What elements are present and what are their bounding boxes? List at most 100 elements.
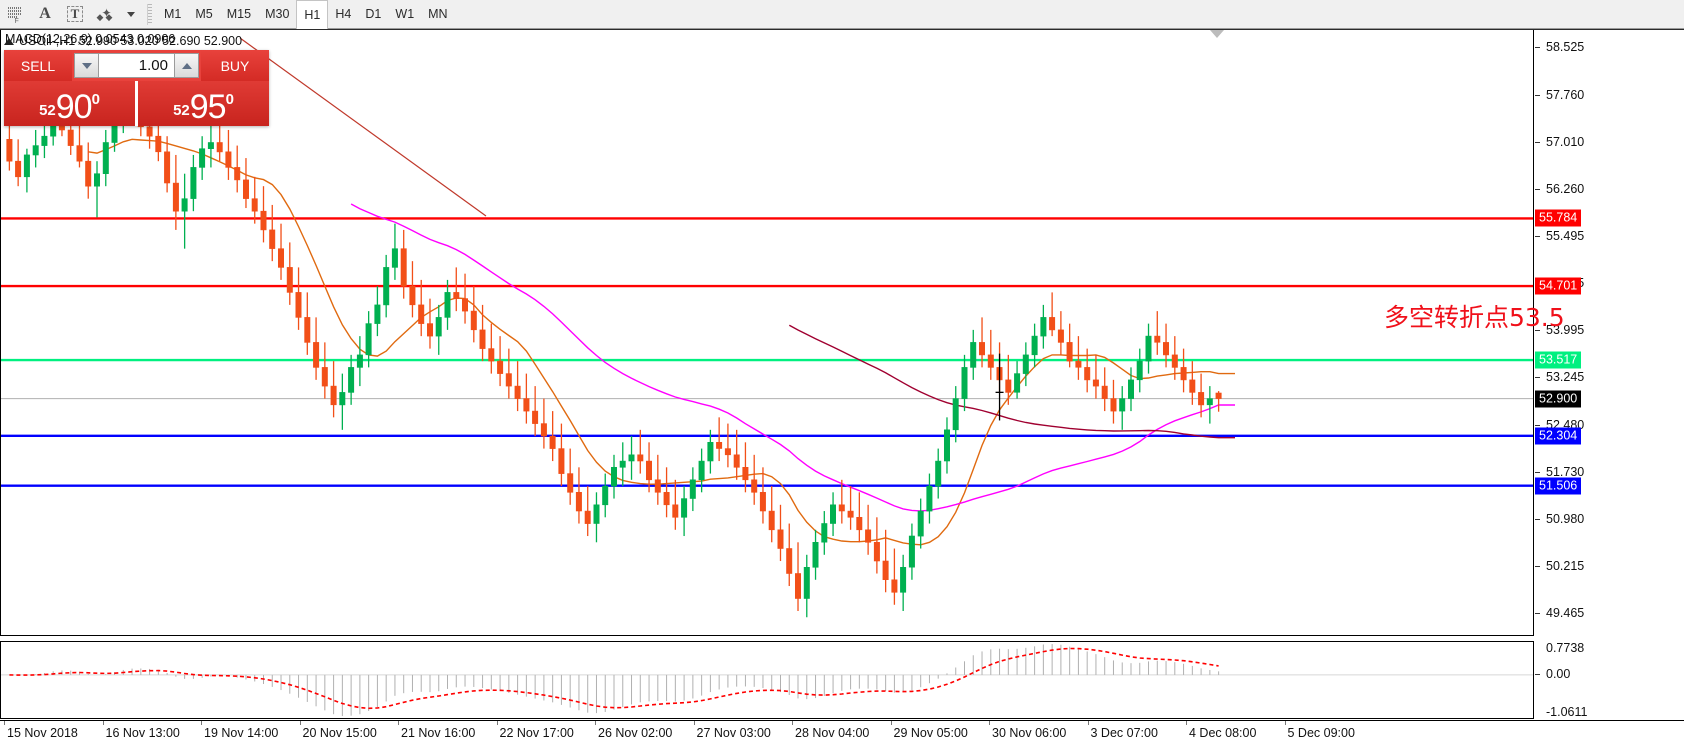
time-axis-label: 26 Nov 02:00 <box>598 726 673 740</box>
timeframe-m1[interactable]: M1 <box>164 7 182 21</box>
volume-decrease-button[interactable] <box>74 53 99 78</box>
price-axis-label: 51.730 <box>1546 464 1585 479</box>
price-axis-badge-current-price[interactable]: 52.900 <box>1535 390 1582 408</box>
price-axis-badge-resistance-level-2[interactable]: 54.701 <box>1535 277 1582 295</box>
price-axis-badge-resistance-level-1[interactable]: 55.784 <box>1535 209 1582 227</box>
macd-axis-tick <box>1535 673 1540 675</box>
objects-icon-glyph: ✦ ◆ ◆ <box>96 5 113 22</box>
sell-price[interactable]: 52 90 0 <box>4 81 135 126</box>
time-axis-tick <box>890 721 892 725</box>
annotation-text: 多空转折点53.5 <box>1384 303 1565 332</box>
toolbar-separator <box>147 3 152 25</box>
volume-stepper[interactable]: 1.00 <box>72 50 201 81</box>
sell-button[interactable]: SELL <box>4 50 72 81</box>
time-axis-tick <box>693 721 695 725</box>
price-axis-label: 53.995 <box>1546 323 1585 338</box>
sell-price-prefix: 52 <box>39 102 56 119</box>
buy-button[interactable]: BUY <box>201 50 269 81</box>
caret-down-icon <box>81 62 92 69</box>
objects-dropdown-icon[interactable] <box>120 1 142 27</box>
price-axis-label: 57.760 <box>1546 87 1585 102</box>
time-axis-label: 27 Nov 03:00 <box>696 726 771 740</box>
time-axis-tick <box>989 721 990 725</box>
price-axis-tick <box>1535 141 1540 143</box>
buy-price-big: 95 <box>189 88 227 126</box>
price-axis-tick <box>1535 377 1540 379</box>
macd-pane[interactable] <box>0 641 1534 719</box>
price-axis-label: 50.215 <box>1546 559 1585 574</box>
time-axis-tick <box>1186 721 1187 725</box>
symbol-info-text: USOil-,H1 52.990 53.020 52.690 52.900 <box>19 34 243 48</box>
templates-icon-label: F <box>14 18 19 25</box>
sell-price-superscript: 0 <box>91 91 100 108</box>
time-axis-label: 20 Nov 15:00 <box>302 726 377 740</box>
timeframe-d1[interactable]: D1 <box>365 7 382 21</box>
price-axis-tick <box>1535 518 1540 520</box>
buy-price[interactable]: 52 95 0 <box>135 81 269 126</box>
time-axis[interactable]: 15 Nov 2018 16 Nov 13:00 19 Nov 14:00 20 No… <box>0 720 1684 751</box>
chart-toolbar: F A T ✦ ◆ ◆ M1 M5 M15 M30 H1 H4 D1 W1 MN <box>0 0 1684 29</box>
price-axis-tick <box>1535 330 1540 332</box>
price-axis-badge-support-level-2[interactable]: 51.506 <box>1535 477 1582 495</box>
caret-up-icon <box>181 62 192 69</box>
volume-increase-button[interactable] <box>174 53 199 78</box>
time-axis-label: 30 Nov 06:00 <box>992 726 1067 740</box>
timeframe-m5[interactable]: M5 <box>195 7 213 21</box>
price-axis-label: 58.525 <box>1546 40 1585 55</box>
price-axis-badge-pivot-level[interactable]: 53.517 <box>1535 351 1582 369</box>
time-axis-label: 5 Dec 09:00 <box>1287 726 1355 740</box>
price-axis-tick <box>1535 47 1540 49</box>
text-label-icon[interactable]: A <box>30 1 60 27</box>
time-axis-tick <box>595 721 596 725</box>
buy-price-prefix: 52 <box>173 102 190 119</box>
chevron-down-icon <box>127 11 135 17</box>
price-axis-badge-support-level-1[interactable]: 52.304 <box>1535 427 1582 445</box>
symbol-info-bar: USOil-,H1 52.990 53.020 52.690 52.900 <box>4 34 242 48</box>
timeframe-mn[interactable]: MN <box>428 7 448 21</box>
text-box-icon[interactable]: T <box>60 1 90 27</box>
timeframe-h4[interactable]: H4 <box>335 7 352 21</box>
macd-chart-canvas <box>1 644 1533 717</box>
time-axis-tick <box>496 721 498 725</box>
price-axis-label: 49.465 <box>1546 606 1585 621</box>
price-axis-tick <box>1535 424 1540 426</box>
timeframe-m30[interactable]: M30 <box>265 7 290 21</box>
time-axis-label: 15 Nov 2018 <box>7 726 78 740</box>
collapse-triangle-icon[interactable] <box>4 37 14 45</box>
macd-axis-label: 0.7738 <box>1546 641 1585 655</box>
time-axis-label: 4 Dec 08:00 <box>1189 726 1257 740</box>
price-axis-label: 56.260 <box>1546 181 1585 196</box>
price-axis-tick <box>1535 188 1540 190</box>
price-axis-label: 55.495 <box>1546 229 1585 244</box>
time-axis-label: 19 Nov 14:00 <box>204 726 279 740</box>
templates-icon[interactable]: F <box>0 1 30 27</box>
timeframe-m15[interactable]: M15 <box>226 7 252 21</box>
time-axis-label: 22 Nov 17:00 <box>499 726 574 740</box>
price-axis[interactable]: 58.52557.76057.01056.26055.49554.74553.9… <box>1534 30 1684 719</box>
timeframe-w1[interactable]: W1 <box>395 7 415 21</box>
oct-price-row: 52 90 0 52 95 0 <box>4 81 269 126</box>
macd-indicator-label: MACD(12,26,9) 0.0543 0.0906 <box>5 32 176 46</box>
time-axis-tick <box>398 721 399 725</box>
time-axis-tick <box>792 721 793 725</box>
buy-price-superscript: 0 <box>225 91 234 108</box>
text-box-icon-glyph: T <box>66 6 84 22</box>
time-axis-tick <box>201 721 202 725</box>
price-axis-tick <box>1535 613 1540 615</box>
price-axis-tick <box>1535 94 1540 96</box>
timeframe-h1[interactable]: H1 <box>296 0 329 29</box>
scroll-end-arrow-icon[interactable] <box>1210 30 1224 38</box>
time-axis-tick <box>299 721 301 725</box>
macd-axis-label: 0.00 <box>1546 666 1571 681</box>
one-click-trading-panel[interactable]: SELL 1.00 BUY 52 90 0 <box>4 50 269 126</box>
oct-top-row: SELL 1.00 BUY <box>4 50 269 81</box>
volume-input[interactable]: 1.00 <box>99 53 174 78</box>
time-axis-tick <box>1087 721 1089 725</box>
objects-icon[interactable]: ✦ ◆ ◆ <box>90 1 120 27</box>
time-axis-label: 21 Nov 16:00 <box>401 726 476 740</box>
time-axis-tick <box>4 721 5 725</box>
time-axis-tick <box>102 721 104 725</box>
chart-area: MACD(12,26,9) 0.0543 0.0906 58.525 57.760… <box>0 29 1684 751</box>
time-axis-label: 28 Nov 04:00 <box>795 726 870 740</box>
